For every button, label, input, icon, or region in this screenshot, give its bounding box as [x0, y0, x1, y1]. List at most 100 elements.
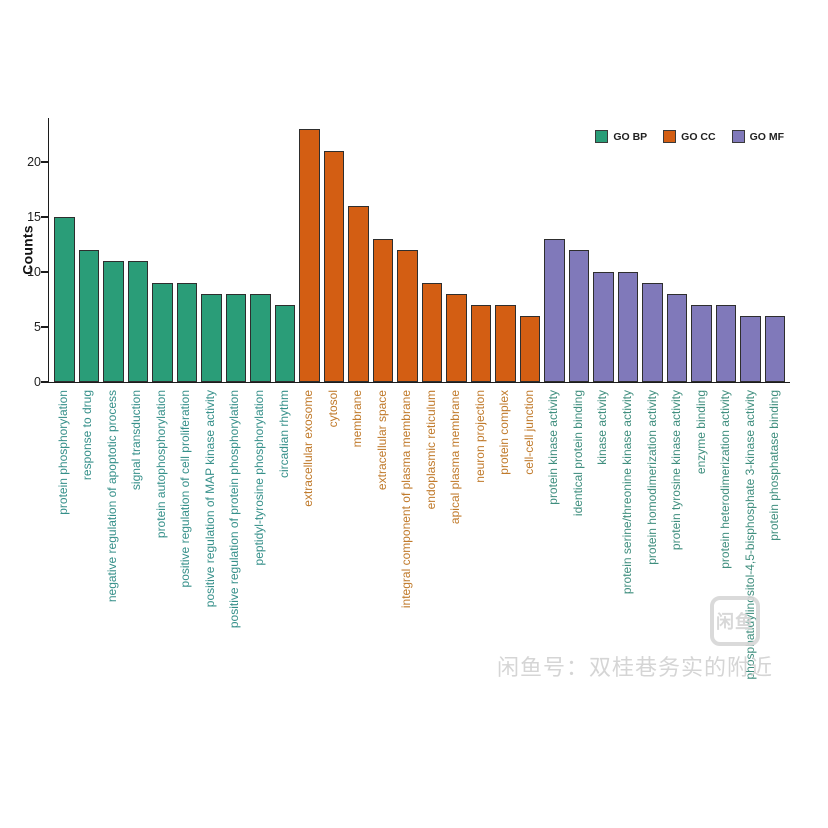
x-label-slot: positive regulation of protein phosphory…	[225, 390, 246, 628]
legend-label: GO BP	[613, 130, 648, 143]
x-label-slot: kinase activity	[593, 390, 614, 465]
x-label-slot: cytosol	[323, 390, 344, 427]
bar-slot	[470, 305, 491, 382]
x-label-slot: cell-cell junction	[519, 390, 540, 475]
bar-slot	[764, 316, 785, 382]
bar	[397, 250, 418, 382]
x-label-slot: protein heterodimerization activity	[715, 390, 736, 569]
bar	[78, 250, 99, 382]
bar-slot	[299, 129, 320, 382]
bar	[176, 283, 197, 382]
x-label-slot: positive regulation of MAP kinase activi…	[200, 390, 221, 607]
x-tick-label: negative regulation of apoptotic process	[104, 390, 119, 603]
bar-slot	[348, 206, 369, 382]
x-tick-label: peptidyl-tyrosine phosphorylation	[252, 390, 267, 566]
legend-swatch	[663, 130, 677, 143]
watermark-logo: 闲鱼	[710, 596, 760, 646]
x-label-slot: extracellular space	[372, 390, 393, 490]
x-tick-label: enzyme binding	[693, 390, 708, 475]
bar-slot	[176, 283, 197, 382]
x-tick-label: positive regulation of protein phosphory…	[227, 390, 242, 629]
bar	[495, 305, 516, 382]
x-tick-label: protein heterodimerization activity	[718, 390, 733, 569]
y-tick-label: 0	[34, 375, 41, 389]
legend-item: GO BP	[595, 130, 647, 143]
x-label-slot: integral component of plasma membrane	[396, 390, 417, 608]
bar	[666, 294, 687, 382]
x-label-slot: protein phosphorylation	[53, 390, 74, 515]
bar	[54, 217, 75, 382]
x-tick-label: protein phosphatase binding	[767, 390, 782, 541]
bar-slot	[397, 250, 418, 382]
bar	[764, 316, 785, 382]
bar	[348, 206, 369, 382]
x-tick-label: signal transduction	[129, 390, 144, 491]
bar	[568, 250, 589, 382]
bars-row	[49, 129, 790, 382]
y-tick-mark	[41, 216, 48, 218]
x-label-slot: response to drug	[78, 390, 99, 480]
x-tick-label: positive regulation of cell proliferatio…	[178, 390, 193, 588]
bar-slot	[691, 305, 712, 382]
legend-label: GO MF	[749, 130, 784, 143]
x-tick-label: circadian rhythm	[276, 390, 291, 479]
legend-item: GO MF	[731, 130, 784, 143]
x-label-slot: enzyme binding	[691, 390, 712, 474]
y-tick-label: 5	[34, 320, 41, 334]
bar-slot	[568, 250, 589, 382]
bar	[103, 261, 124, 382]
bar-slot	[78, 250, 99, 382]
bar	[544, 239, 565, 382]
bar-slot	[323, 151, 344, 382]
y-tick-mark	[41, 161, 48, 163]
bar	[250, 294, 271, 382]
x-label-slot: protein autophosphorylation	[151, 390, 172, 538]
x-label-slot: positive regulation of cell proliferatio…	[176, 390, 197, 587]
bar	[740, 316, 761, 382]
x-label-slot: extracellular exosome	[298, 390, 319, 507]
x-label-slot: signal transduction	[127, 390, 148, 490]
bar-slot	[666, 294, 687, 382]
bar	[691, 305, 712, 382]
y-tick-mark	[41, 326, 48, 328]
bar	[715, 305, 736, 382]
x-tick-label: membrane	[350, 390, 365, 448]
x-tick-label: neuron projection	[472, 390, 487, 483]
plot-area: Counts 0 5 10 15 20 GO BP GO CC GO MF	[20, 118, 790, 389]
xlabels-row: protein phosphorylation response to drug n…	[48, 390, 790, 826]
x-label-slot: endoplasmic reticulum	[421, 390, 442, 509]
bar	[593, 272, 614, 382]
legend-item: GO CC	[663, 130, 716, 143]
legend: GO BP GO CC GO MF	[595, 130, 784, 143]
bar-slot	[421, 283, 442, 382]
legend-label: GO CC	[681, 130, 716, 143]
bar-slot	[152, 283, 173, 382]
x-tick-label: protein phosphorylation	[55, 390, 70, 515]
bar	[421, 283, 442, 382]
bar	[446, 294, 467, 382]
x-tick-label: extracellular space	[374, 390, 389, 491]
x-label-slot: protein serine/threonine kinase activity	[617, 390, 638, 594]
bar-slot	[544, 239, 565, 382]
x-label-slot: protein phosphatase binding	[764, 390, 785, 541]
y-tick-label: 15	[27, 210, 41, 224]
bar-slot	[593, 272, 614, 382]
watermark-logo-text: 闲鱼	[716, 612, 754, 632]
y-tick-mark	[41, 271, 48, 273]
x-tick-label: protein complex	[497, 390, 512, 475]
bar-slot	[740, 316, 761, 382]
plot-wrap: Counts 0 5 10 15 20 GO BP GO CC GO MF protein …	[20, 118, 790, 826]
x-tick-label: protein tyrosine kinase activity	[669, 390, 684, 551]
y-tick-mark	[41, 381, 48, 383]
watermark-caption: 闲鱼号：双桂巷务实的附近	[497, 655, 774, 680]
y-tick-label: 20	[27, 155, 41, 169]
bar-slot	[715, 305, 736, 382]
bar-slot	[446, 294, 467, 382]
x-label-slot: peptidyl-tyrosine phosphorylation	[249, 390, 270, 565]
bar-slot	[54, 217, 75, 382]
x-tick-label: protein autophosphorylation	[153, 390, 168, 539]
x-tick-label: protein serine/threonine kinase activity	[619, 390, 634, 595]
bar-slot	[103, 261, 124, 382]
x-tick-label: endoplasmic reticulum	[423, 390, 438, 510]
